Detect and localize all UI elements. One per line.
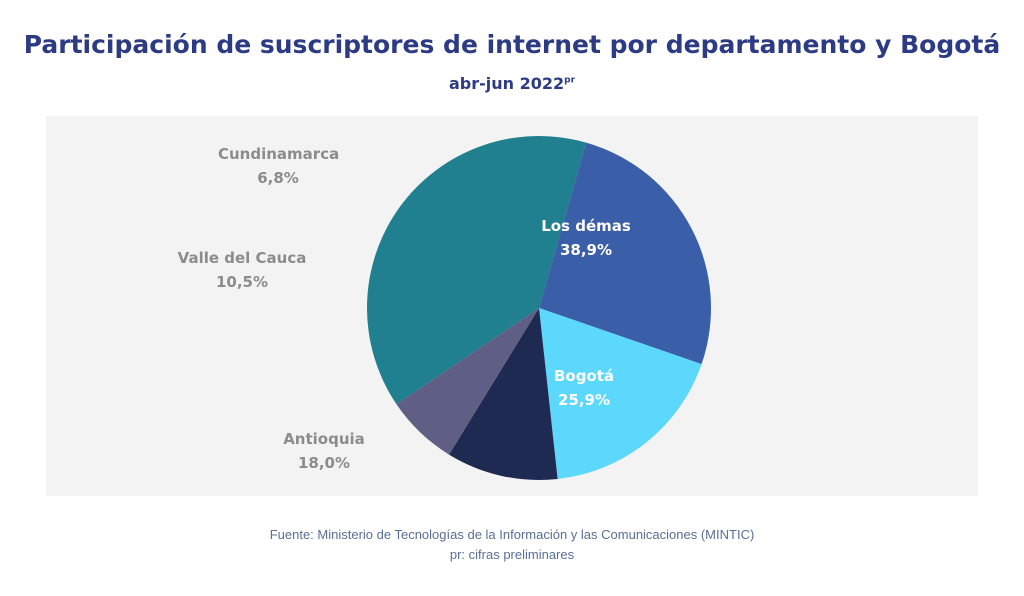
slice-value: 25,9% — [557, 391, 611, 409]
source-note: Fuente: Ministerio de Tecnologías de la … — [269, 527, 755, 542]
chart-panel: Los démas 38,9% Bogotá 25,9% Antioquia 18,0% V… — [46, 116, 978, 496]
slice-label: Valle del Cauca 10,5% — [177, 246, 307, 294]
pie-slice-bogotá — [539, 142, 711, 365]
slice-name: Bogotá — [553, 367, 615, 385]
slice-name: Valle del Cauca — [177, 249, 307, 267]
slice-value: 18,0% — [297, 454, 351, 472]
pie-slice-cundinamarca — [396, 308, 539, 455]
pie-chart — [367, 136, 711, 481]
slice-name: Cundinamarca — [218, 145, 340, 163]
chart-footer: Fuente: Ministerio de Tecnologías de la … — [0, 525, 1024, 565]
slice-label: Antioquia 18,0% — [264, 427, 384, 475]
slice-label: Bogotá 25,9% — [524, 364, 644, 412]
slice-name: Antioquia — [283, 430, 365, 448]
pie-slice-antioquia — [539, 308, 702, 479]
pie-slice-los-démas — [367, 136, 587, 405]
pie-slice-valle-del-cauca — [449, 308, 558, 481]
subtitle-period: abr-jun 2022 — [448, 74, 565, 93]
slice-value: 38,9% — [559, 241, 613, 259]
slice-label: Los démas 38,9% — [516, 214, 656, 262]
slice-value: 6,8% — [257, 169, 299, 187]
subtitle-superscript: pr — [564, 75, 576, 86]
chart-subtitle: abr-jun 2022pr — [0, 74, 1024, 93]
chart-title: Participación de suscriptores de interne… — [23, 30, 1001, 59]
slice-label: Cundinamarca 6,8% — [218, 142, 340, 190]
slice-name: Los démas — [541, 217, 631, 235]
slice-value: 10,5% — [215, 273, 269, 291]
preliminary-note: pr: cifras preliminares — [449, 547, 575, 562]
